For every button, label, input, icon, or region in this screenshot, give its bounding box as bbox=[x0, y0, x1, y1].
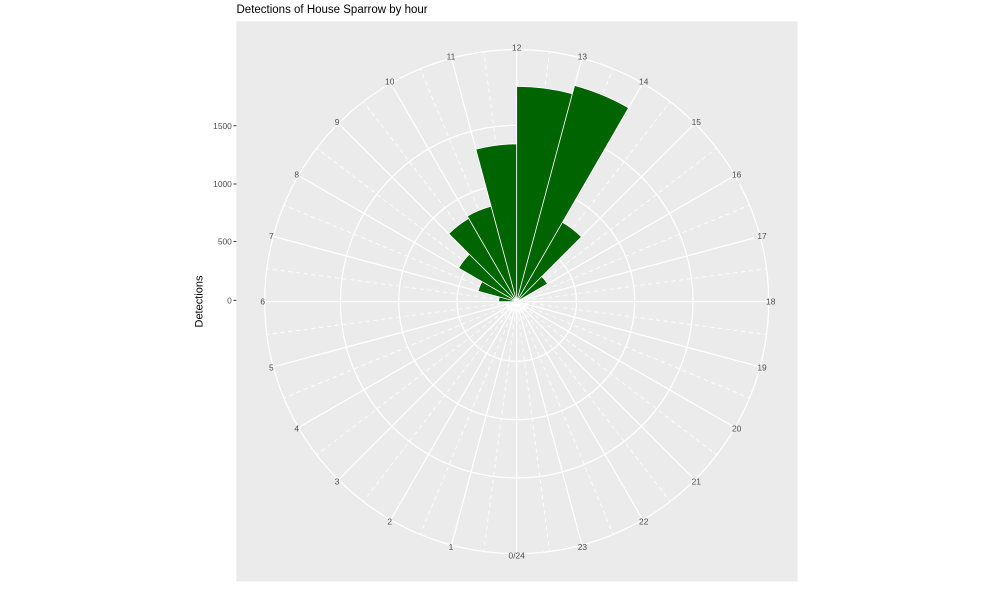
svg-text:14: 14 bbox=[639, 77, 649, 87]
svg-text:23: 23 bbox=[578, 542, 588, 552]
svg-text:4: 4 bbox=[294, 424, 299, 434]
svg-text:3: 3 bbox=[335, 476, 340, 486]
svg-text:1000: 1000 bbox=[213, 179, 232, 189]
svg-text:13: 13 bbox=[578, 51, 588, 61]
svg-text:17: 17 bbox=[757, 231, 767, 241]
svg-text:20: 20 bbox=[732, 424, 742, 434]
svg-text:5: 5 bbox=[269, 362, 274, 372]
svg-text:2: 2 bbox=[387, 517, 392, 527]
svg-text:16: 16 bbox=[732, 170, 742, 180]
svg-text:9: 9 bbox=[335, 117, 340, 127]
svg-text:0/24: 0/24 bbox=[509, 551, 526, 561]
svg-text:1500: 1500 bbox=[213, 121, 232, 131]
svg-text:18: 18 bbox=[766, 297, 776, 307]
svg-text:15: 15 bbox=[692, 117, 702, 127]
svg-text:Detections of House Sparrow by: Detections of House Sparrow by hour bbox=[237, 4, 428, 16]
svg-text:1: 1 bbox=[449, 542, 454, 552]
svg-text:19: 19 bbox=[757, 362, 767, 372]
svg-text:12: 12 bbox=[512, 43, 522, 53]
svg-text:10: 10 bbox=[385, 77, 395, 87]
svg-text:21: 21 bbox=[692, 476, 702, 486]
svg-text:500: 500 bbox=[218, 237, 232, 247]
svg-text:0: 0 bbox=[227, 296, 232, 306]
svg-text:11: 11 bbox=[447, 51, 456, 61]
svg-text:6: 6 bbox=[260, 297, 265, 307]
svg-text:22: 22 bbox=[639, 517, 649, 527]
svg-text:7: 7 bbox=[269, 231, 274, 241]
svg-text:8: 8 bbox=[294, 170, 299, 180]
svg-text:Detections: Detections bbox=[194, 275, 206, 327]
